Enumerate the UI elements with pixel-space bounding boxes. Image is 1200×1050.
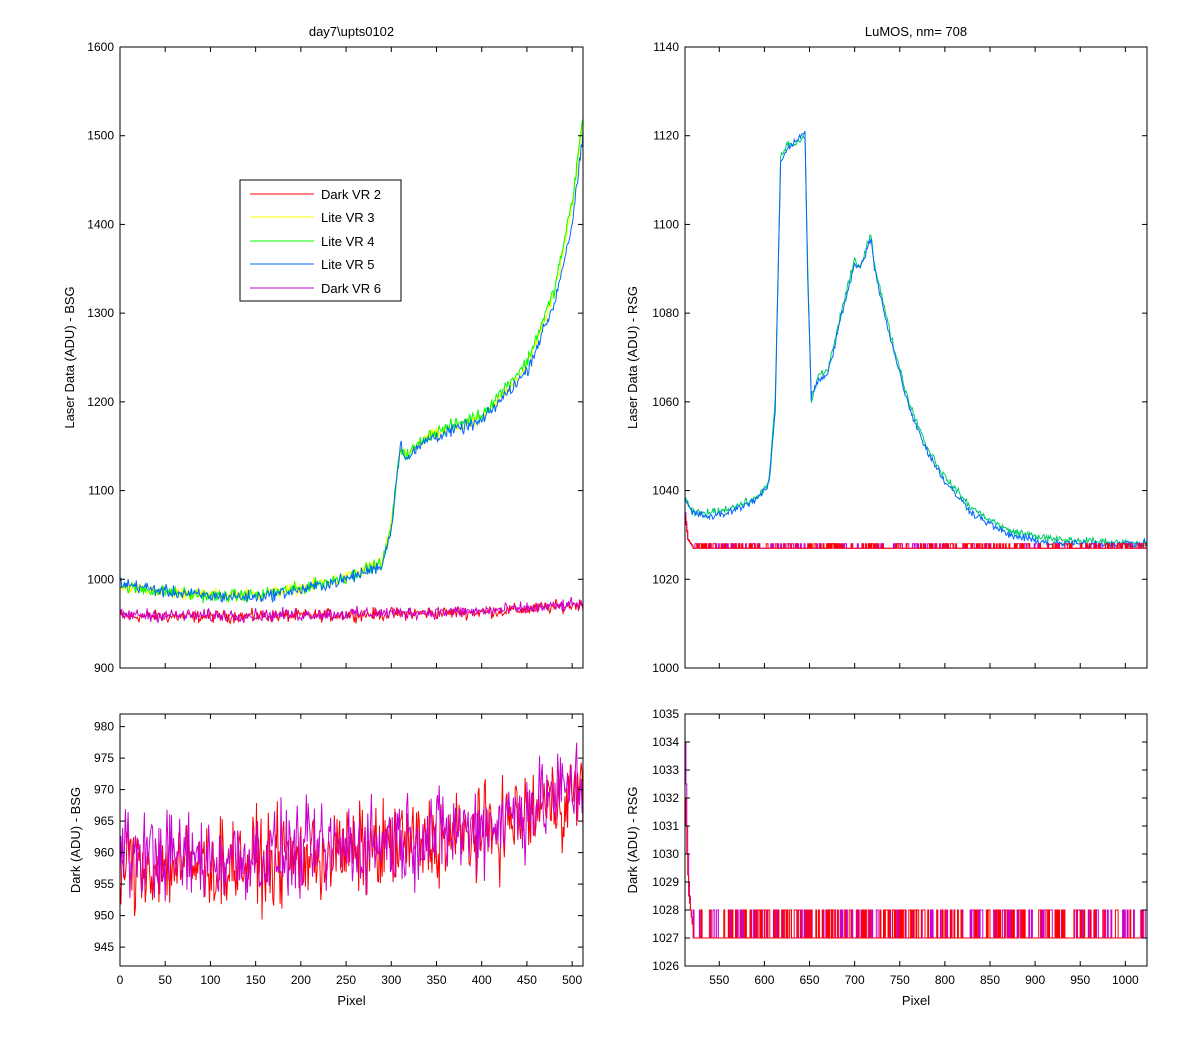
series-line-dark xyxy=(685,797,1147,939)
legend-label-dark-vr-2: Dark VR 2 xyxy=(321,187,381,202)
y-tick-label: 1100 xyxy=(88,484,114,498)
y-tick-label: 1028 xyxy=(652,903,679,917)
series-line-dark xyxy=(685,516,1147,549)
y-tick-label: 1029 xyxy=(652,875,679,889)
y-tick-label: 1031 xyxy=(652,819,679,833)
y-tick-label: 1100 xyxy=(653,217,679,231)
plot-title: LuMOS, nm= 708 xyxy=(865,24,967,39)
y-tick-label: 1030 xyxy=(652,847,679,861)
y-tick-label: 1060 xyxy=(652,395,679,409)
x-tick-label: 650 xyxy=(800,973,820,987)
legend-label-lite-vr-3: Lite VR 3 xyxy=(321,210,374,225)
y-tick-label: 1500 xyxy=(87,129,114,143)
legend-label-lite-vr-5: Lite VR 5 xyxy=(321,257,374,272)
plot-frame xyxy=(119,713,584,967)
x-tick-label: 700 xyxy=(845,973,865,987)
x-tick-label: 850 xyxy=(980,973,1000,987)
y-tick-label: 955 xyxy=(94,877,114,891)
x-tick-label: 550 xyxy=(709,973,729,987)
y-tick-label: 1200 xyxy=(87,395,114,409)
y-tick-label: 1035 xyxy=(652,707,679,721)
x-tick-label: 900 xyxy=(1025,973,1045,987)
y-tick-label: 1040 xyxy=(652,484,679,498)
y-tick-label: 1027 xyxy=(652,931,679,945)
x-tick-label: 750 xyxy=(890,973,910,987)
y-tick-label: 970 xyxy=(94,783,114,797)
x-tick-label: 250 xyxy=(336,973,356,987)
series-line-dark-vr-6 xyxy=(120,742,583,902)
y-tick-label: 980 xyxy=(94,720,114,734)
plot-title: day7\upts0102 xyxy=(309,24,394,39)
plot-frame xyxy=(119,46,584,669)
plot-area xyxy=(685,47,1147,668)
x-tick-label: 350 xyxy=(426,973,446,987)
y-tick-label: 1080 xyxy=(652,306,679,320)
y-tick-label: 1300 xyxy=(87,306,114,320)
plot-top-left: 900 1000 1100 1200 1300 1400 1500 1600 day7\upt… xyxy=(62,24,584,675)
x-tick-label: 400 xyxy=(472,973,492,987)
y-axis-label: Laser Data (ADU) - BSG xyxy=(62,286,77,428)
legend: Dark VR 2 Lite VR 3 Lite VR 4 Lite VR 5 … xyxy=(239,179,402,302)
plot-bottom-right: 1026 1027 1028 1029 1030 1031 1032 1033 1034 1035… xyxy=(625,707,1148,1008)
y-tick-label: 1020 xyxy=(652,572,679,586)
y-tick-label: 1600 xyxy=(87,40,114,54)
x-tick-label: 800 xyxy=(935,973,955,987)
plot-bottom-left: 945 950 955 960 965 970 975 980 0 50 100 150 200 250 3… xyxy=(68,713,584,1008)
x-tick-label: 200 xyxy=(291,973,311,987)
y-tick-label: 1026 xyxy=(652,959,679,973)
y-tick-label: 945 xyxy=(94,940,114,954)
y-tick-label: 1000 xyxy=(87,572,114,586)
y-tick-label: 1032 xyxy=(652,791,679,805)
y-tick-label: 1034 xyxy=(652,735,679,749)
y-tick-label: 900 xyxy=(94,661,114,675)
y-tick-label: 1033 xyxy=(652,763,679,777)
y-tick-label: 1000 xyxy=(652,661,679,675)
y-tick-label: 975 xyxy=(94,751,114,765)
x-tick-label: 600 xyxy=(754,973,774,987)
y-tick-label: 965 xyxy=(94,814,114,828)
x-tick-label: 50 xyxy=(159,973,173,987)
y-axis-label: Dark (ADU) - RSG xyxy=(625,787,640,894)
x-tick-label: 150 xyxy=(246,973,266,987)
y-tick-label: 1120 xyxy=(653,129,679,143)
legend-label-dark-vr-6: Dark VR 6 xyxy=(321,281,381,296)
x-tick-label: 950 xyxy=(1070,973,1090,987)
series-line-dark-vr-6 xyxy=(120,596,583,624)
y-tick-label: 950 xyxy=(94,909,114,923)
plot-top-right: 1000 1020 1040 1060 1080 1100 1120 1140 LuMOS, … xyxy=(625,24,1148,675)
y-axis-label: Laser Data (ADU) - RSG xyxy=(625,286,640,429)
series-line-lite-vr-5 xyxy=(120,129,583,603)
x-tick-label: 1000 xyxy=(1112,973,1139,987)
plot-area xyxy=(120,47,583,668)
x-axis-label: Pixel xyxy=(337,993,365,1008)
legend-label-lite-vr-4: Lite VR 4 xyxy=(321,234,374,249)
y-tick-label: 1140 xyxy=(653,40,679,54)
x-tick-label: 0 xyxy=(117,973,124,987)
y-axis-label: Dark (ADU) - BSG xyxy=(68,787,83,893)
x-tick-label: 500 xyxy=(562,973,582,987)
x-tick-label: 100 xyxy=(200,973,220,987)
y-tick-label: 960 xyxy=(94,846,114,860)
y-tick-label: 1400 xyxy=(87,217,114,231)
series-line-lite-vr-4 xyxy=(120,118,583,604)
x-axis-label: Pixel xyxy=(902,993,930,1008)
plot-frame xyxy=(684,46,1148,669)
x-tick-label: 300 xyxy=(381,973,401,987)
plot-frame xyxy=(684,713,1148,967)
series-line-lite-vr-3 xyxy=(120,118,583,603)
x-tick-label: 450 xyxy=(517,973,537,987)
